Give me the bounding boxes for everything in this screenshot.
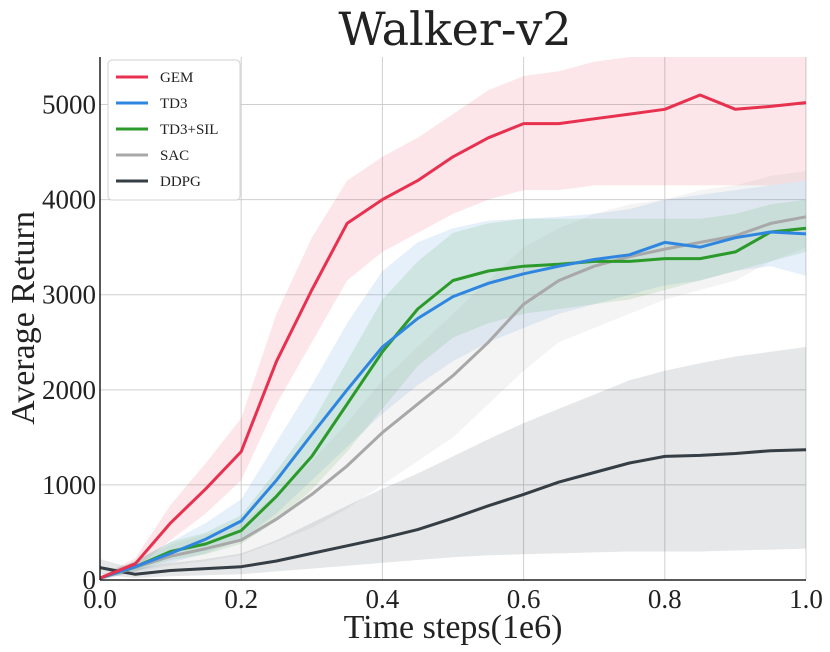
line-td3-sil <box>99 226 807 580</box>
series-lines <box>99 93 807 580</box>
legend-box <box>107 59 241 201</box>
line-td3 <box>99 230 807 580</box>
band-ddpg <box>100 347 806 579</box>
x-tick-label: 0.8 <box>648 584 682 614</box>
x-tick-label: 0.2 <box>224 584 258 614</box>
y-tick-label: 2000 <box>42 375 96 405</box>
legend-label-td3-sil: TD3+SIL <box>160 122 218 138</box>
x-axis-label: Time steps(1e6) <box>344 609 563 646</box>
y-tick-label: 5000 <box>42 90 96 120</box>
y-axis-label: Average Return <box>5 211 42 425</box>
legend-label-gem: GEM <box>160 70 193 86</box>
chart-title: Walker-v2 <box>338 2 571 56</box>
tick-labels: 0.0 0.2 0.4 0.6 0.8 1.0 0 1000 2000 3000 4000 5000 <box>42 90 823 614</box>
legend-label-td3: TD3 <box>160 96 188 112</box>
legend-label-sac: SAC <box>160 148 189 164</box>
band-td3-sil <box>100 199 806 580</box>
line-ddpg <box>99 448 807 576</box>
legend-label-ddpg: DDPG <box>160 174 201 190</box>
x-tick-label: 0.0 <box>83 584 117 614</box>
x-tick-label: 0.6 <box>507 584 541 614</box>
y-tick-label: 0 <box>83 565 97 595</box>
x-tick-label: 0.4 <box>366 584 400 614</box>
legend: GEM TD3 TD3+SIL SAC DDPG <box>107 59 241 201</box>
y-tick-label: 4000 <box>42 185 96 215</box>
line-gem <box>99 93 807 580</box>
y-tick-label: 1000 <box>42 470 96 500</box>
x-tick-label: 1.0 <box>789 584 823 614</box>
axes <box>99 57 806 581</box>
y-tick-label: 3000 <box>42 280 96 310</box>
